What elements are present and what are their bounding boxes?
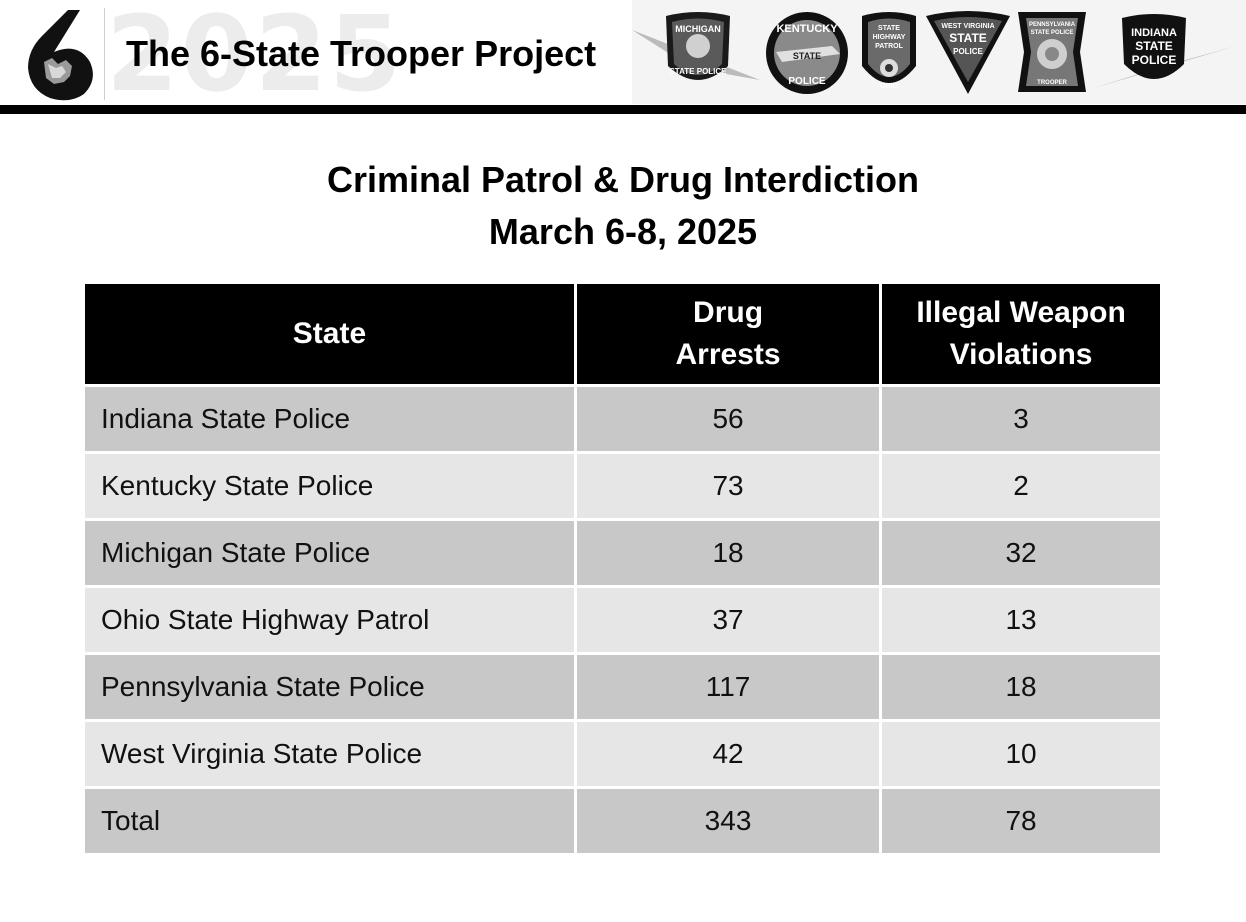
- header-weapon-violations: Illegal Weapon Violations: [882, 284, 1160, 384]
- svg-text:TROOPER: TROOPER: [1037, 80, 1067, 86]
- svg-text:STATE: STATE: [949, 31, 987, 45]
- table-row: West Virginia State Police 42 10: [85, 722, 1160, 786]
- table-row: Kentucky State Police 73 2: [85, 454, 1160, 518]
- pennsylvania-state-police-badge: PENNSYLVANIA STATE POLICE TROOPER: [1018, 12, 1086, 92]
- svg-text:OHIO: OHIO: [880, 83, 898, 90]
- year-watermark: 2025: [106, 0, 404, 115]
- state-cell: Ohio State Highway Patrol: [85, 588, 574, 652]
- weapon-violations-cell: 32: [882, 521, 1160, 585]
- west-virginia-state-police-badge: WEST VIRGINIA STATE POLICE: [926, 11, 1010, 94]
- svg-text:INDIANA: INDIANA: [1131, 27, 1177, 39]
- svg-text:POLICE: POLICE: [953, 47, 983, 56]
- table-header-row: State Drug Arrests Illegal Weapon Violat…: [85, 284, 1160, 384]
- svg-text:WEST VIRGINIA: WEST VIRGINIA: [941, 23, 994, 30]
- svg-text:STATE: STATE: [793, 51, 821, 61]
- svg-text:STATE: STATE: [1135, 39, 1173, 53]
- svg-text:PENNSYLVANIA: PENNSYLVANIA: [1029, 22, 1076, 28]
- drug-arrests-cell: 117: [576, 655, 880, 719]
- svg-text:MICHIGAN: MICHIGAN: [675, 24, 721, 34]
- state-badges: MICHIGAN STATE POLICE KENTUCKY STATE POL…: [632, 0, 1246, 104]
- drug-arrests-cell: 37: [576, 588, 880, 652]
- svg-text:POLICE: POLICE: [788, 76, 826, 87]
- svg-text:STATE POLICE: STATE POLICE: [669, 67, 727, 76]
- table-row: Pennsylvania State Police 117 18: [85, 655, 1160, 719]
- drug-arrests-cell: 18: [576, 521, 880, 585]
- weapon-violations-cell: 10: [882, 722, 1160, 786]
- results-table: State Drug Arrests Illegal Weapon Violat…: [82, 281, 1163, 856]
- state-cell: West Virginia State Police: [85, 722, 574, 786]
- report-title-line1: Criminal Patrol & Drug Interdiction: [326, 159, 920, 200]
- header-drug-arrests: Drug Arrests: [576, 284, 880, 384]
- michigan-state-police-badge: MICHIGAN STATE POLICE: [632, 12, 760, 80]
- total-weapon-violations-cell: 78: [882, 789, 1160, 853]
- project-title: The 6-State Trooper Project: [126, 33, 597, 74]
- weapon-violations-cell: 18: [882, 655, 1160, 719]
- table-total-row: Total 343 78: [85, 789, 1160, 853]
- state-cell: Pennsylvania State Police: [85, 655, 574, 719]
- report-title: Criminal Patrol & Drug Interdiction Marc…: [0, 154, 1246, 258]
- ohio-state-highway-patrol-badge: STATE HIGHWAY PATROL OHIO: [862, 12, 916, 90]
- total-drug-arrests-cell: 343: [576, 789, 880, 853]
- six-state-logo: 6: [28, 10, 93, 101]
- svg-text:STATE: STATE: [878, 25, 900, 32]
- table-row: Indiana State Police 56 3: [85, 387, 1160, 451]
- svg-text:HIGHWAY: HIGHWAY: [873, 34, 906, 41]
- weapon-violations-cell: 2: [882, 454, 1160, 518]
- weapon-violations-cell: 3: [882, 387, 1160, 451]
- report-date: March 6-8, 2025: [488, 211, 758, 252]
- total-label-cell: Total: [85, 789, 574, 853]
- header-rule: [0, 105, 1246, 114]
- svg-text:POLICE: POLICE: [1132, 53, 1177, 67]
- state-cell: Michigan State Police: [85, 521, 574, 585]
- svg-text:STATE POLICE: STATE POLICE: [1031, 30, 1074, 36]
- header-divider: [104, 8, 105, 100]
- drug-arrests-cell: 73: [576, 454, 880, 518]
- indiana-state-police-badge: INDIANA STATE POLICE: [1094, 14, 1236, 88]
- drug-arrests-cell: 42: [576, 722, 880, 786]
- page-header: 6 2025 The 6-State Trooper Project MICHI…: [0, 0, 1246, 107]
- drug-arrests-cell: 56: [576, 387, 880, 451]
- svg-text:KENTUCKY: KENTUCKY: [776, 23, 838, 35]
- table-row: Michigan State Police 18 32: [85, 521, 1160, 585]
- kentucky-state-police-badge: KENTUCKY STATE POLICE: [766, 12, 848, 94]
- state-cell: Kentucky State Police: [85, 454, 574, 518]
- state-cell: Indiana State Police: [85, 387, 574, 451]
- header-state: State: [85, 284, 574, 384]
- weapon-violations-cell: 13: [882, 588, 1160, 652]
- svg-text:PATROL: PATROL: [875, 43, 903, 50]
- table-row: Ohio State Highway Patrol 37 13: [85, 588, 1160, 652]
